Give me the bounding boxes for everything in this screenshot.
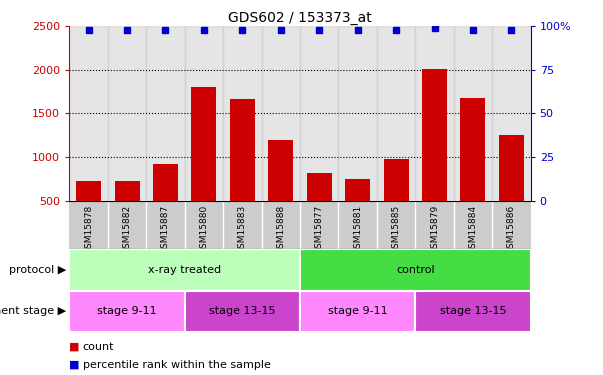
Bar: [415, 201, 453, 249]
Text: GSM15884: GSM15884: [469, 204, 478, 254]
Bar: [307, 173, 332, 244]
Bar: [262, 201, 300, 249]
Bar: [185, 201, 223, 249]
Bar: [300, 291, 415, 332]
Bar: [345, 179, 370, 244]
Text: control: control: [396, 265, 435, 275]
Bar: [115, 182, 139, 244]
Text: GSM15877: GSM15877: [315, 204, 324, 254]
Bar: [492, 26, 531, 201]
Bar: [108, 26, 146, 201]
Bar: [454, 201, 492, 249]
Bar: [223, 26, 262, 201]
Bar: [300, 249, 531, 291]
Text: stage 13-15: stage 13-15: [209, 306, 276, 316]
Bar: [454, 26, 492, 201]
Text: stage 9-11: stage 9-11: [97, 306, 157, 316]
Text: development stage ▶: development stage ▶: [0, 306, 66, 316]
Text: percentile rank within the sample: percentile rank within the sample: [83, 360, 271, 369]
Bar: [338, 201, 377, 249]
Text: GSM15886: GSM15886: [507, 204, 516, 254]
Text: count: count: [83, 342, 114, 352]
Text: ■: ■: [69, 342, 80, 352]
Bar: [422, 69, 447, 244]
Bar: [338, 26, 377, 201]
Bar: [146, 201, 185, 249]
Text: ■: ■: [69, 360, 80, 369]
Bar: [461, 98, 485, 244]
Text: GSM15881: GSM15881: [353, 204, 362, 254]
Text: protocol ▶: protocol ▶: [9, 265, 66, 275]
Bar: [300, 26, 338, 201]
Bar: [76, 182, 101, 244]
Bar: [377, 201, 415, 249]
Bar: [499, 135, 524, 244]
Bar: [415, 26, 453, 201]
Bar: [69, 26, 108, 201]
Text: GSM15887: GSM15887: [161, 204, 170, 254]
Text: GSM15880: GSM15880: [200, 204, 209, 254]
Bar: [153, 164, 178, 244]
Bar: [262, 26, 300, 201]
Text: x-ray treated: x-ray treated: [148, 265, 221, 275]
Text: GSM15882: GSM15882: [122, 204, 131, 254]
Title: GDS602 / 153373_at: GDS602 / 153373_at: [228, 11, 372, 25]
Text: stage 9-11: stage 9-11: [328, 306, 388, 316]
Bar: [69, 249, 300, 291]
Bar: [268, 141, 293, 244]
Text: GSM15878: GSM15878: [84, 204, 93, 254]
Bar: [492, 201, 531, 249]
Bar: [377, 26, 415, 201]
Text: GSM15879: GSM15879: [430, 204, 439, 254]
Text: GSM15888: GSM15888: [276, 204, 285, 254]
Bar: [146, 26, 185, 201]
Bar: [191, 87, 216, 244]
Bar: [230, 99, 255, 244]
Bar: [300, 201, 338, 249]
Bar: [69, 291, 185, 332]
Text: stage 13-15: stage 13-15: [440, 306, 507, 316]
Bar: [185, 291, 300, 332]
Bar: [108, 201, 146, 249]
Text: GSM15883: GSM15883: [238, 204, 247, 254]
Bar: [185, 26, 223, 201]
Bar: [69, 201, 108, 249]
Bar: [384, 159, 409, 244]
Bar: [415, 291, 531, 332]
Text: GSM15885: GSM15885: [391, 204, 400, 254]
Bar: [223, 201, 262, 249]
